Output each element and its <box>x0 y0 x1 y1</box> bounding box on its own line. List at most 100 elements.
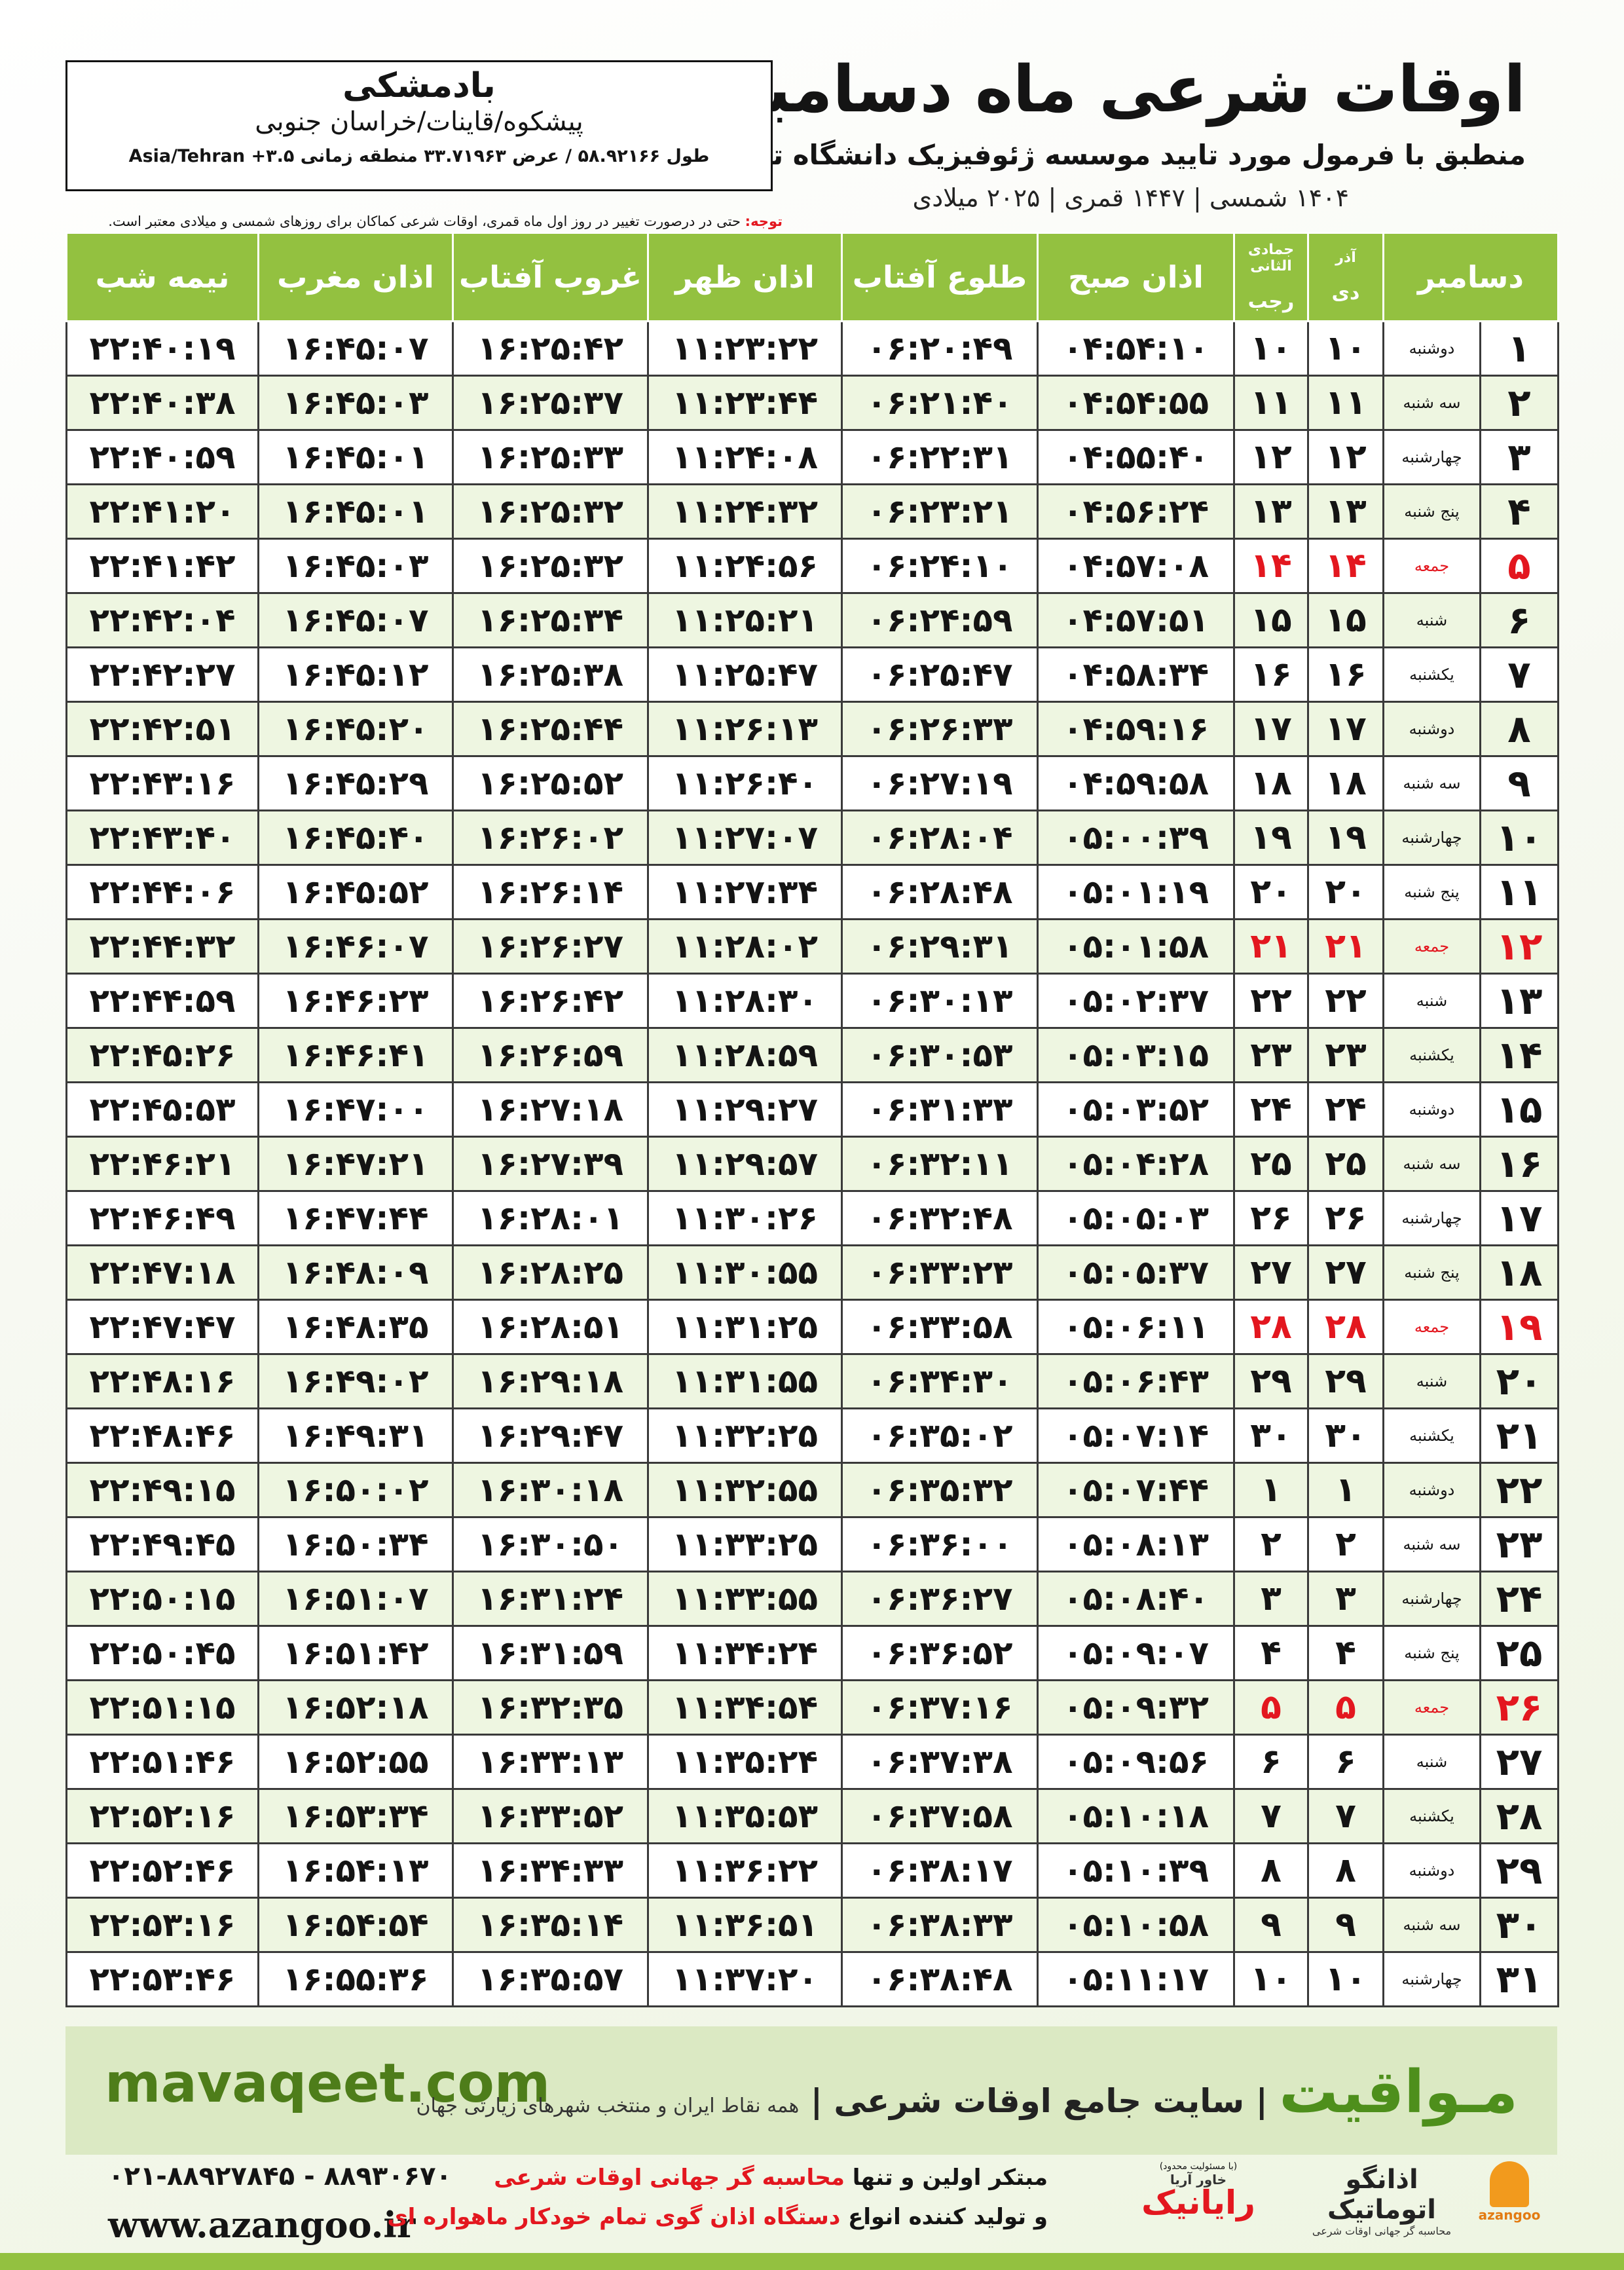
table-cell: ۳۰ <box>1307 1407 1384 1464</box>
table-cell: ۰۶:۲۵:۴۷ <box>841 646 1039 703</box>
table-cell: ۲ <box>1479 375 1559 431</box>
table-cell: ۲۸ <box>1233 1299 1309 1355</box>
table-cell: ۱ <box>1479 320 1559 377</box>
table-row: ۲۶ جمعه ۵ ۵ ۰۵:۰۹:۳۲ ۰۶:۳۷:۱۶ ۱۱:۳۴:۵۴ ۱۶:۳۲:۳۵… <box>65 1679 1559 1736</box>
table-cell: ۷ <box>1479 646 1559 703</box>
table-cell: ۱۱:۲۷:۳۴ <box>647 864 843 920</box>
table-cell: ۱۱:۳۳:۲۵ <box>647 1516 843 1572</box>
table-cell: ۰۶:۲۱:۴۰ <box>841 375 1039 431</box>
table-row: ۱۰ چهارشنبه ۱۹ ۱۹ ۰۵:۰۰:۳۹ ۰۶:۲۸:۰۴ ۱۱:۲۷:۰۷ ۱۶… <box>65 809 1559 866</box>
table-cell: ۱۱:۳۲:۲۵ <box>647 1407 843 1464</box>
table-row: ۲۳ سه شنبه ۲ ۲ ۰۵:۰۸:۱۳ ۰۶:۳۶:۰۰ ۱۱:۳۳:۲۵ ۱۶:۳۰… <box>65 1516 1559 1572</box>
table-cell: ۱۱:۲۴:۵۶ <box>647 538 843 594</box>
table-cell: ۰۵:۱۰:۵۸ <box>1037 1897 1235 1953</box>
table-cell: ۱۶:۴۶:۰۷ <box>257 918 454 975</box>
bottom-bar <box>0 2253 1624 2270</box>
header-bottom: دی <box>1331 282 1360 305</box>
table-cell: ۷ <box>1307 1788 1384 1844</box>
table-cell: ۱۶:۳۴:۳۳ <box>452 1842 649 1899</box>
table-cell: ۱۶:۲۹:۴۷ <box>452 1407 649 1464</box>
table-cell: ۲۶ <box>1479 1679 1559 1736</box>
table-cell: ۰۶:۲۴:۱۰ <box>841 538 1039 594</box>
table-cell: ۲۲:۵۳:۱۶ <box>65 1897 259 1953</box>
table-cell: ۱۶:۲۵:۳۲ <box>452 483 649 540</box>
table-cell: ۱۶:۲۸:۵۱ <box>452 1299 649 1355</box>
table-row: ۲۷ شنبه ۶ ۶ ۰۵:۰۹:۵۶ ۰۶:۳۷:۳۸ ۱۱:۳۵:۲۴ ۱۶:۳۳:۱۳… <box>65 1734 1559 1790</box>
header-cell: غروب آفتاب <box>452 232 649 322</box>
table-row: ۲۸ یکشنبه ۷ ۷ ۰۵:۱۰:۱۸ ۰۶:۳۷:۵۸ ۱۱:۳۵:۵۳ ۱۶:۳۳:… <box>65 1788 1559 1844</box>
logo: اذانگو اتوماتیک محاسبه گر جهانی اوقات شرع… <box>1297 2165 1467 2237</box>
table-cell: ۱۶:۴۵:۰۷ <box>257 592 454 648</box>
table-cell: ۱۸ <box>1479 1244 1559 1301</box>
table-cell: چهارشنبه <box>1382 429 1481 485</box>
table-cell: ۰۶:۲۲:۳۱ <box>841 429 1039 485</box>
table-cell: ۳۰ <box>1479 1897 1559 1953</box>
table-cell: ۲۱ <box>1479 1407 1559 1464</box>
table-cell: ۱۳ <box>1307 483 1384 540</box>
table-cell: دوشنبه <box>1382 1842 1481 1899</box>
table-cell: ۱۶:۴۹:۳۱ <box>257 1407 454 1464</box>
table-row: ۲۲ دوشنبه ۱ ۱ ۰۵:۰۷:۴۴ ۰۶:۳۵:۳۲ ۱۱:۳۲:۵۵ ۱۶:۳۰:… <box>65 1462 1559 1518</box>
table-cell: ۲۱ <box>1307 918 1384 975</box>
table-cell: ۲۲:۴۳:۱۶ <box>65 755 259 811</box>
table-cell: چهارشنبه <box>1382 1571 1481 1627</box>
table-cell: ۰۶:۲۸:۰۴ <box>841 809 1039 866</box>
table-cell: ۲۳ <box>1233 1027 1309 1083</box>
table-cell: ۱۱:۲۵:۲۱ <box>647 592 843 648</box>
note-label: توجه: <box>745 214 783 229</box>
table-cell: ۲۲:۴۸:۴۶ <box>65 1407 259 1464</box>
table-cell: ۱۰ <box>1307 1951 1384 2007</box>
table-cell: ۰۶:۲۳:۲۱ <box>841 483 1039 540</box>
table-cell: ۱۶:۴۸:۰۹ <box>257 1244 454 1301</box>
table-cell: ۲۲:۴۷:۴۷ <box>65 1299 259 1355</box>
brand-line: مـواقیت | سایت جامع اوقات شرعی | همه نقا… <box>416 2058 1518 2127</box>
table-cell: ۱۶:۵۰:۳۴ <box>257 1516 454 1572</box>
table-cell: ۱۵ <box>1307 592 1384 648</box>
table-row: ۳۰ سه شنبه ۹ ۹ ۰۵:۱۰:۵۸ ۰۶:۳۸:۳۳ ۱۱:۳۶:۵۱ ۱۶:۳۵… <box>65 1897 1559 1953</box>
table-cell: ۲۵ <box>1233 1136 1309 1192</box>
table-cell: ۱۶:۲۷:۱۸ <box>452 1081 649 1138</box>
table-cell: ۰۶:۳۷:۵۸ <box>841 1788 1039 1844</box>
table-row: ۵ جمعه ۱۴ ۱۴ ۰۴:۵۷:۰۸ ۰۶:۲۴:۱۰ ۱۱:۲۴:۵۶ ۱۶:۲۵:۳… <box>65 538 1559 594</box>
table-cell: ۲۲:۴۲:۵۱ <box>65 701 259 757</box>
table-cell: ۲۸ <box>1307 1299 1384 1355</box>
table-cell: ۰۶:۳۶:۵۲ <box>841 1625 1039 1681</box>
table-row: ۲۱ یکشنبه ۳۰ ۳۰ ۰۵:۰۷:۱۴ ۰۶:۳۵:۰۲ ۱۱:۳۲:۲۵ ۱۶:۲… <box>65 1407 1559 1464</box>
table-cell: چهارشنبه <box>1382 1951 1481 2007</box>
table-cell: ۲۲:۴۶:۲۱ <box>65 1136 259 1192</box>
table-cell: دوشنبه <box>1382 320 1481 377</box>
table-cell: یکشنبه <box>1382 1407 1481 1464</box>
table-cell: ۱۶:۳۱:۲۴ <box>452 1571 649 1627</box>
table-cell: ۱۶:۲۵:۳۲ <box>452 538 649 594</box>
footer-text: دستگاه اذان گوی تمام خودکار ماهواره ای <box>387 2204 841 2230</box>
table-cell: ۰۶:۳۰:۵۳ <box>841 1027 1039 1083</box>
table-cell: ۳ <box>1307 1571 1384 1627</box>
table-row: ۱۸ پنج شنبه ۲۷ ۲۷ ۰۵:۰۵:۳۷ ۰۶:۳۳:۲۳ ۱۱:۳۰:۵۵ ۱۶… <box>65 1244 1559 1301</box>
table-cell: ۱۶:۳۰:۵۰ <box>452 1516 649 1572</box>
table-cell: ۰۶:۳۸:۴۸ <box>841 1951 1039 2007</box>
table-cell: ۱۸ <box>1233 755 1309 811</box>
table-cell: ۱۱ <box>1307 375 1384 431</box>
table-cell: ۵ <box>1479 538 1559 594</box>
table-cell: ۲۲:۴۵:۲۶ <box>65 1027 259 1083</box>
table-cell: ۱۶:۴۷:۰۰ <box>257 1081 454 1138</box>
table-cell: ۰۴:۵۴:۱۰ <box>1037 320 1235 377</box>
table-cell: ۲۲:۴۱:۲۰ <box>65 483 259 540</box>
table-cell: ۲۲:۴۶:۴۹ <box>65 1190 259 1246</box>
table-cell: ۰۵:۱۰:۳۹ <box>1037 1842 1235 1899</box>
table-row: ۱۴ یکشنبه ۲۳ ۲۳ ۰۵:۰۳:۱۵ ۰۶:۳۰:۵۳ ۱۱:۲۸:۵۹ ۱۶:۲… <box>65 1027 1559 1083</box>
table-cell: پنج شنبه <box>1382 864 1481 920</box>
table-cell: ۰۶:۲۸:۴۸ <box>841 864 1039 920</box>
table-cell: ۱۱:۲۳:۴۴ <box>647 375 843 431</box>
table-cell: ۸ <box>1479 701 1559 757</box>
logo-icon <box>1490 2161 1529 2207</box>
table-row: ۱۹ جمعه ۲۸ ۲۸ ۰۵:۰۶:۱۱ ۰۶:۳۳:۵۸ ۱۱:۳۱:۲۵ ۱۶:۲۸:… <box>65 1299 1559 1355</box>
table-cell: ۲۸ <box>1479 1788 1559 1844</box>
table-cell: ۲۲:۵۱:۱۵ <box>65 1679 259 1736</box>
table-cell: ۲۲ <box>1307 973 1384 1029</box>
table-cell: ۱۱:۲۶:۱۳ <box>647 701 843 757</box>
table-cell: ۱۶:۴۵:۰۱ <box>257 429 454 485</box>
note: توجه: حتی در درصورت تغییر در روز اول ماه… <box>65 214 783 229</box>
table-cell: ۱۱:۲۴:۰۸ <box>647 429 843 485</box>
